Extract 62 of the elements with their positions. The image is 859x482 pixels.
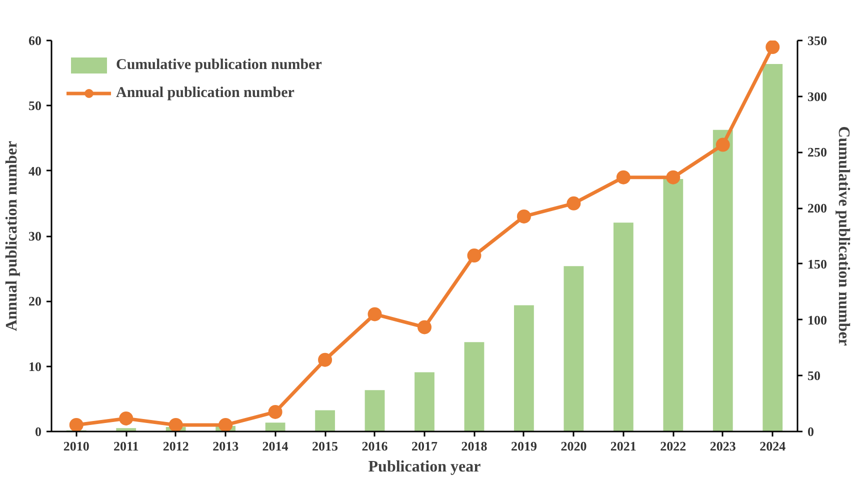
y-axis-title: Annual publication number [4,140,20,332]
x-tick-label: 2022 [660,438,686,454]
x-tick-label: 2010 [63,438,90,454]
y2-tick-label: 0 [808,424,814,439]
y-tick-label: 30 [28,228,42,244]
x-tick-label: 2017 [412,438,438,454]
y-tick-label: 50 [28,98,42,114]
x-tick-label: 2016 [362,438,388,454]
y-tick-label: 20 [28,294,42,309]
x-tick-label: 2023 [710,438,736,454]
bar [613,222,634,432]
y-tick-label: 10 [28,358,42,374]
bar [116,428,136,432]
bar [663,179,684,432]
legend-label: Cumulative publication number [116,56,322,74]
x-tick-label: 2020 [560,438,587,454]
point [516,209,531,224]
x-tick-label: 2024 [760,438,786,454]
x-tick-label: 2013 [212,438,240,454]
point [69,418,84,432]
x-axis-title: Publication year [368,458,481,476]
point [666,170,680,184]
legend-label: Annual publication number [116,84,294,102]
x-tick-label: 2018 [461,438,488,454]
bar [414,372,434,432]
y2-tick-label: 50 [808,368,820,384]
point [566,196,581,210]
point [418,320,432,334]
bar [464,342,484,432]
bar [315,410,335,432]
y-tick-label: 40 [28,163,42,178]
x-tick-label: 2014 [262,438,289,454]
point [268,404,282,419]
y2-tick-label: 350 [808,33,827,48]
y2-tick-label: 250 [808,144,827,160]
point [716,138,730,152]
bar [564,266,584,432]
bar [762,64,783,432]
x-tick-label: 2012 [162,438,189,454]
bar [265,422,286,432]
point [119,411,134,426]
y2-tick-label: 150 [808,256,827,272]
point [318,352,332,367]
y2-tick-label: 100 [808,312,827,328]
x-tick-label: 2015 [312,438,339,454]
x-tick-label: 2011 [113,438,139,454]
point [218,418,233,432]
point [616,170,630,184]
y-tick-label: 0 [35,424,42,439]
point [368,307,382,322]
y-tick-label: 60 [28,33,42,48]
point [168,418,183,432]
y2-tick-label: 200 [808,200,827,216]
x-tick-label: 2019 [510,438,538,454]
bar [712,130,733,432]
point [467,248,482,263]
bar [514,305,534,432]
bar [364,390,385,432]
y2-axis-title: Cumulative publication number [835,126,852,346]
x-tick-label: 2021 [610,438,636,454]
y2-tick-label: 300 [808,88,827,104]
point [766,40,780,54]
